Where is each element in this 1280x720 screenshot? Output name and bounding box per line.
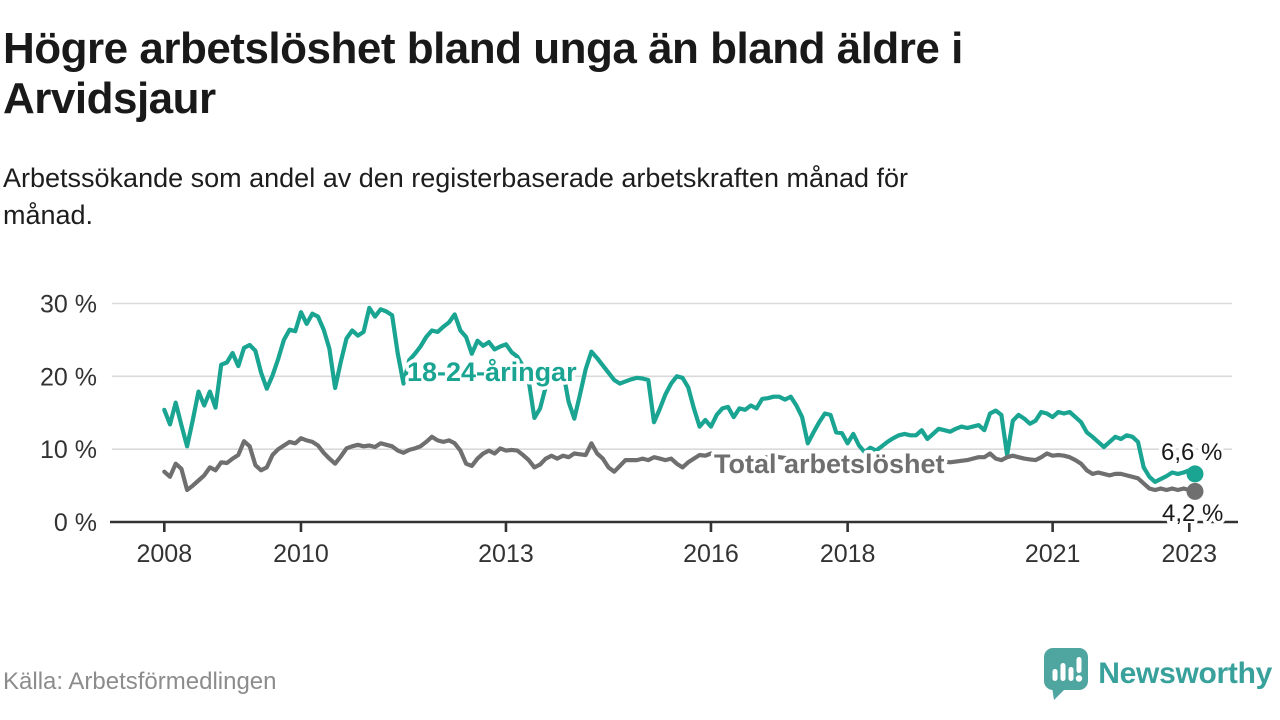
series-line-youth — [162, 305, 1198, 484]
y-tick-label: 10 % — [40, 436, 97, 464]
newsworthy-wordmark: Newsworthy — [1098, 657, 1272, 690]
series-label-total: Total arbetslöshet — [714, 449, 945, 479]
y-tick-label: 20 % — [40, 363, 97, 391]
series-line-total — [162, 434, 1198, 494]
subtitle-line-2: månad. — [3, 200, 94, 230]
series-endpoint-dot-total — [1186, 482, 1204, 500]
y-tick-label: 0 % — [54, 509, 97, 537]
chart-subtitle: Arbetssökande som andel av den registerb… — [3, 160, 1233, 234]
page-title: Högre arbetslöshet bland unga än bland ä… — [3, 24, 1233, 124]
newsworthy-logo: Newsworthy — [1044, 646, 1272, 702]
x-tick-label: 2016 — [683, 540, 739, 568]
source-note: Källa: Arbetsförmedlingen — [3, 668, 277, 695]
x-tick-label: 2021 — [1025, 540, 1081, 568]
x-tick-label: 2023 — [1161, 540, 1217, 568]
subtitle-line-1: Arbetssökande som andel av den registerb… — [3, 163, 909, 193]
x-tick-label: 2013 — [478, 540, 534, 568]
y-tick-label: 30 % — [40, 291, 97, 319]
x-tick-label: 2010 — [273, 540, 329, 568]
end-value-label-youth: 6,6 % — [1161, 439, 1222, 466]
x-tick-label: 2008 — [136, 540, 192, 568]
x-tick-label: 2018 — [820, 540, 876, 568]
series-label-youth: 18-24-åringar — [407, 357, 577, 387]
newsworthy-logo-icon — [1044, 647, 1089, 700]
series-endpoint-dot-youth — [1186, 465, 1204, 483]
title-line-1: Högre arbetslöshet bland unga än bland ä… — [3, 24, 963, 73]
title-line-2: Arvidsjaur — [3, 74, 216, 123]
end-value-label-total: 4,2 % — [1162, 500, 1223, 527]
